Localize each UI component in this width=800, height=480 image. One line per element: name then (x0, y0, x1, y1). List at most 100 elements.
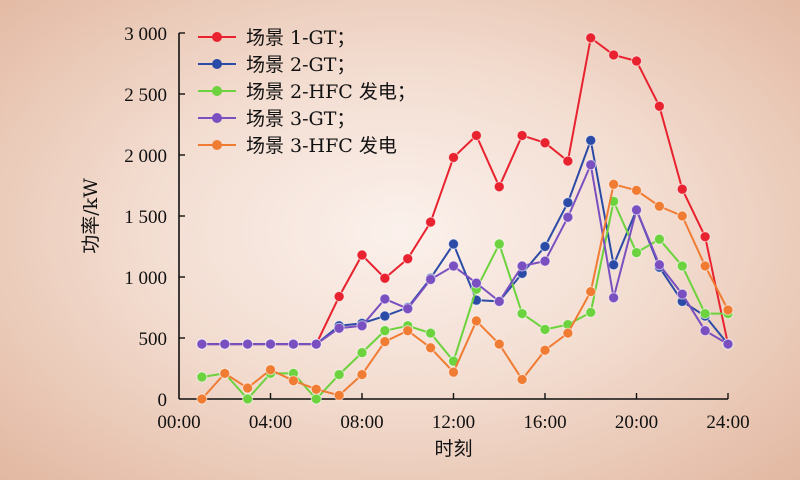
series-line (201, 163, 729, 346)
series-5 (196, 178, 734, 405)
legend-swatch-marker (212, 86, 222, 96)
series-line (201, 200, 728, 400)
data-point (470, 277, 482, 289)
legend-item: 场景 2-GT； (198, 54, 355, 76)
data-point (493, 238, 505, 250)
data-point (196, 338, 208, 350)
data-point (631, 204, 642, 216)
data-point (219, 338, 231, 350)
data-point (608, 49, 620, 61)
data-point (516, 308, 528, 320)
data-point (310, 383, 322, 395)
data-point (402, 253, 414, 265)
y-tick-label: 500 (139, 329, 168, 350)
data-point (402, 303, 414, 315)
legend-label: 场景 2-GT； (246, 54, 355, 76)
data-point (562, 197, 574, 209)
data-point (448, 151, 459, 163)
legend-label: 场景 3-HFC 发电 (246, 135, 397, 157)
data-point (585, 306, 597, 318)
data-point (653, 233, 665, 245)
x-tick-label: 08:00 (340, 412, 383, 433)
data-point (425, 342, 437, 354)
legend-swatch-marker (212, 59, 222, 69)
data-point (562, 155, 574, 167)
x-tick-label: 12:00 (432, 412, 475, 433)
data-point (379, 293, 391, 305)
data-point (653, 259, 665, 271)
x-tick-label: 16:00 (523, 412, 566, 433)
data-point (310, 338, 322, 350)
data-point (699, 308, 711, 320)
data-point (402, 325, 414, 337)
data-point (379, 310, 391, 322)
data-point (425, 216, 437, 228)
data-point (653, 100, 665, 112)
data-point (539, 344, 551, 356)
data-point (699, 260, 711, 272)
data-point (196, 393, 208, 405)
data-point (310, 393, 322, 405)
legend-swatch-marker (212, 140, 222, 150)
data-point (356, 347, 368, 359)
legend-label: 场景 2-HFC 发电； (246, 81, 416, 103)
data-point (425, 327, 437, 339)
x-tick-label: 20:00 (615, 412, 658, 433)
data-point (722, 338, 734, 350)
x-tick-label: 00:00 (157, 412, 200, 433)
data-point (562, 327, 574, 339)
axes: 00:00 04:00 08:00 12:00 16:00 20:00 24:00 0 500… (124, 24, 749, 433)
x-axis-title: 时刻 (434, 438, 472, 460)
legend-label: 场景 1-GT； (246, 27, 355, 49)
x-tick-label: 24:00 (706, 412, 749, 433)
data-point (631, 184, 642, 196)
x-tick-label: 04:00 (249, 412, 292, 433)
data-point (699, 231, 711, 243)
y-tick-label: 1 000 (124, 268, 167, 289)
data-point (333, 291, 345, 303)
data-point (470, 315, 482, 327)
data-point (448, 366, 459, 378)
data-point (676, 288, 688, 300)
data-point (287, 338, 299, 350)
data-point (448, 260, 459, 272)
data-point (608, 292, 620, 304)
data-point (585, 286, 597, 298)
data-point (379, 272, 391, 284)
data-point (196, 371, 208, 383)
data-point (379, 325, 391, 337)
data-point (219, 367, 231, 379)
data-point (608, 259, 620, 271)
data-point (356, 249, 368, 261)
data-point (265, 338, 276, 350)
data-point (585, 32, 597, 44)
data-point (242, 338, 254, 350)
data-point (676, 183, 688, 195)
data-point (562, 211, 574, 223)
data-point (242, 382, 254, 394)
legend-item: 场景 1-GT； (198, 27, 355, 49)
legend-item: 场景 2-HFC 发电； (198, 81, 416, 103)
data-point (722, 304, 734, 316)
data-point (608, 178, 620, 190)
data-point (333, 389, 345, 401)
data-point (379, 336, 391, 348)
data-point (356, 320, 368, 332)
data-point (493, 295, 505, 307)
series-group (196, 32, 734, 405)
data-point (333, 369, 345, 381)
y-tick-label: 1 500 (124, 207, 167, 228)
y-tick-label: 3 000 (124, 24, 167, 45)
data-point (539, 137, 551, 149)
data-point (425, 273, 437, 285)
data-point (333, 322, 345, 334)
y-tick-label: 2 500 (124, 85, 167, 106)
data-point (516, 260, 528, 272)
series-4 (196, 159, 734, 350)
y-ticks: 0 500 1 000 1 500 2 000 2 500 3 000 (124, 24, 185, 411)
data-point (539, 255, 551, 267)
data-point (585, 134, 597, 146)
legend-item: 场景 3-HFC 发电 (198, 135, 397, 157)
legend-item: 场景 3-GT； (198, 108, 355, 130)
